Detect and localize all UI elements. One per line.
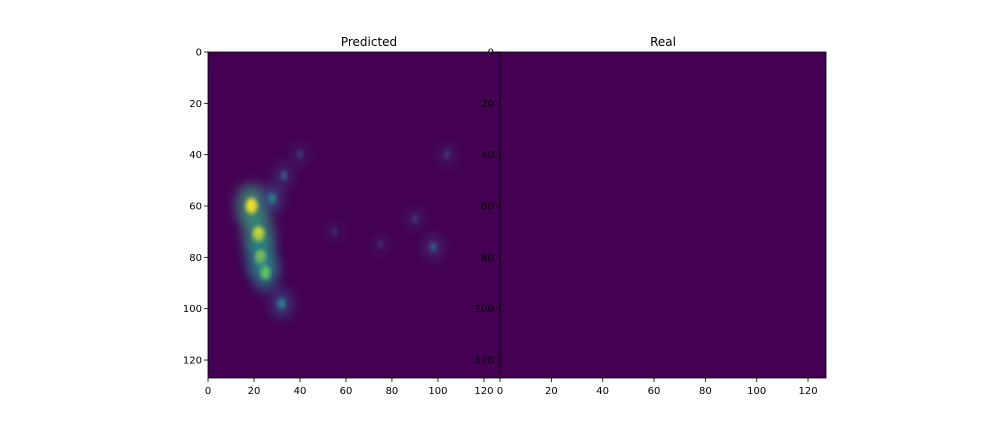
y-tick-label: 40 [481, 150, 494, 161]
x-tick-label: 60 [648, 386, 661, 397]
heat-blob [377, 240, 384, 249]
y-axis-real: 0 20 40 60 80 100 120 [475, 48, 500, 367]
y-tick-label: 40 [189, 150, 202, 161]
y-tick-label: 120 [475, 356, 494, 367]
heatmap-real-background [500, 52, 826, 378]
y-tick-label: 60 [481, 202, 494, 213]
x-axis-predicted: 0 20 40 60 80 100 120 [205, 378, 493, 397]
x-tick-label: 80 [386, 386, 399, 397]
heatmap-predicted [235, 143, 456, 318]
y-axis-predicted: 0 20 40 60 80 100 120 [183, 48, 208, 367]
y-tick-label: 100 [183, 304, 202, 315]
y-tick-label: 120 [183, 356, 202, 367]
x-tick-label: 0 [205, 386, 211, 397]
x-tick-label: 0 [497, 386, 503, 397]
heat-blob [444, 150, 450, 159]
panel-predicted: Predicted 0 20 40 60 80 100 120 0 20 40 60 80 100 12… [183, 35, 501, 397]
axes-frame-real [499, 51, 827, 379]
title-predicted: Predicted [341, 35, 397, 49]
y-tick-label: 0 [488, 48, 494, 59]
heat-blob [277, 298, 286, 309]
y-tick-label: 20 [481, 99, 494, 110]
panel-real: Real 0 20 40 60 80 100 120 0 20 40 60 80 100 120 [475, 35, 827, 397]
heat-blob [430, 242, 437, 252]
y-tick-label: 60 [189, 202, 202, 213]
x-tick-label: 120 [474, 386, 493, 397]
x-tick-label: 120 [798, 386, 817, 397]
x-axis-real: 0 20 40 60 80 100 120 [497, 378, 818, 397]
y-tick-label: 0 [196, 48, 202, 59]
heat-blob [297, 150, 303, 159]
x-tick-label: 40 [294, 386, 307, 397]
y-tick-label: 20 [189, 99, 202, 110]
x-tick-label: 60 [340, 386, 353, 397]
x-tick-label: 80 [699, 386, 712, 397]
heat-blob [331, 227, 338, 236]
heat-blob [268, 193, 277, 204]
heat-blob [245, 198, 258, 215]
y-tick-label: 80 [189, 253, 202, 264]
heat-blob [412, 214, 418, 223]
x-tick-label: 100 [428, 386, 447, 397]
y-tick-label: 100 [475, 304, 494, 315]
x-tick-label: 40 [596, 386, 609, 397]
heat-blob [280, 170, 288, 180]
title-real: Real [650, 35, 676, 49]
y-tick-label: 80 [481, 253, 494, 264]
x-tick-label: 20 [248, 386, 261, 397]
x-tick-label: 100 [747, 386, 766, 397]
heat-blob [260, 266, 271, 280]
x-tick-label: 20 [545, 386, 558, 397]
